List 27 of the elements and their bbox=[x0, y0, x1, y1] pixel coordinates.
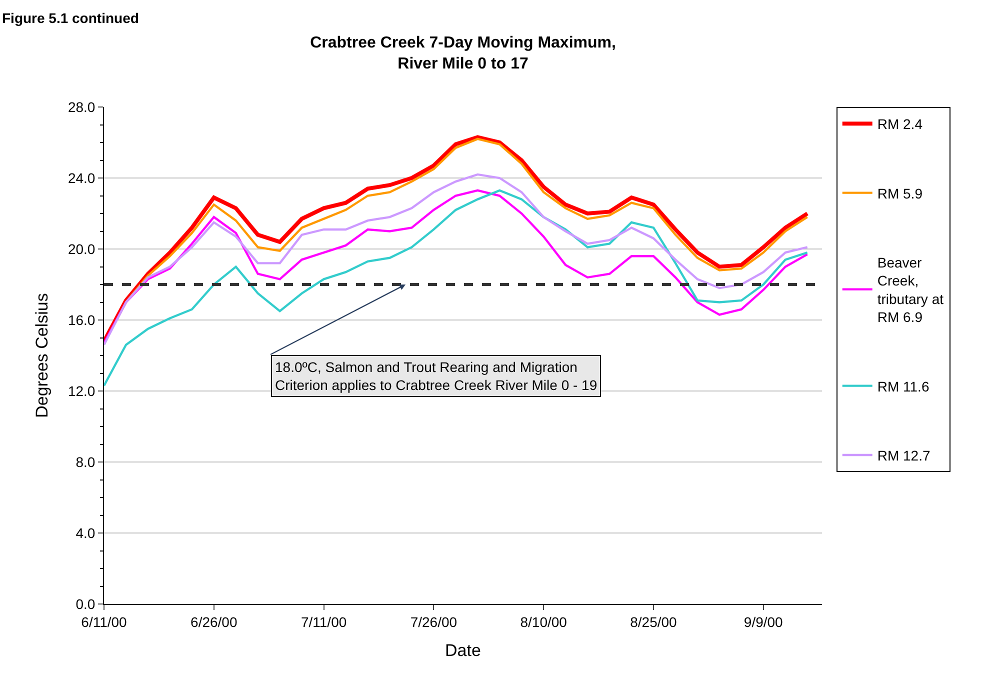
y-tick-label: 8.0 bbox=[76, 454, 96, 470]
y-tick-label: 20.0 bbox=[68, 240, 96, 257]
chart-title: Crabtree Creek 7-Day Moving Maximum, River Mile 0 to 17 bbox=[310, 34, 616, 72]
line-series bbox=[104, 135, 810, 344]
y-tick-label: 16.0 bbox=[68, 312, 96, 328]
x-tick-label: 7/26/00 bbox=[410, 614, 458, 630]
legend-label: RM 5.9 bbox=[877, 185, 923, 202]
x-tick-label: 7/11/00 bbox=[300, 614, 347, 630]
legend-label: RM 11.6 bbox=[877, 378, 930, 394]
caption: Figure 5.1 continued bbox=[2, 10, 139, 26]
legend-label: RM 12.7 bbox=[877, 447, 930, 464]
y-axis-title: Degrees Celsius bbox=[32, 293, 52, 418]
y-tick-label: 0.0 bbox=[76, 596, 96, 612]
y-tick-label: 28.0 bbox=[68, 98, 96, 115]
y-tick-label: 12.0 bbox=[68, 382, 96, 399]
ref-line-label: 18.0ºC, Salmon and Trout Rearing and Migration Criterion applies to Crabtree Creek River Mile 0 - 19 bbox=[275, 359, 598, 394]
legend-label: Beaver Creek, tributary at RM 6.9 bbox=[877, 254, 944, 326]
x-tick-label: 8/25/00 bbox=[630, 614, 678, 630]
y-tick-label: 4.0 bbox=[76, 524, 96, 541]
legend-label: RM 2.4 bbox=[877, 116, 923, 132]
x-tick-label: 9/9/00 bbox=[744, 614, 784, 630]
y-tick-label: 24.0 bbox=[68, 170, 96, 186]
x-axis-title: Date bbox=[445, 641, 481, 660]
x-tick-label: 6/26/00 bbox=[190, 614, 238, 630]
line-series bbox=[124, 138, 808, 304]
x-tick-label: 6/11/00 bbox=[81, 614, 128, 630]
x-tick-label: 8/10/00 bbox=[520, 614, 568, 630]
